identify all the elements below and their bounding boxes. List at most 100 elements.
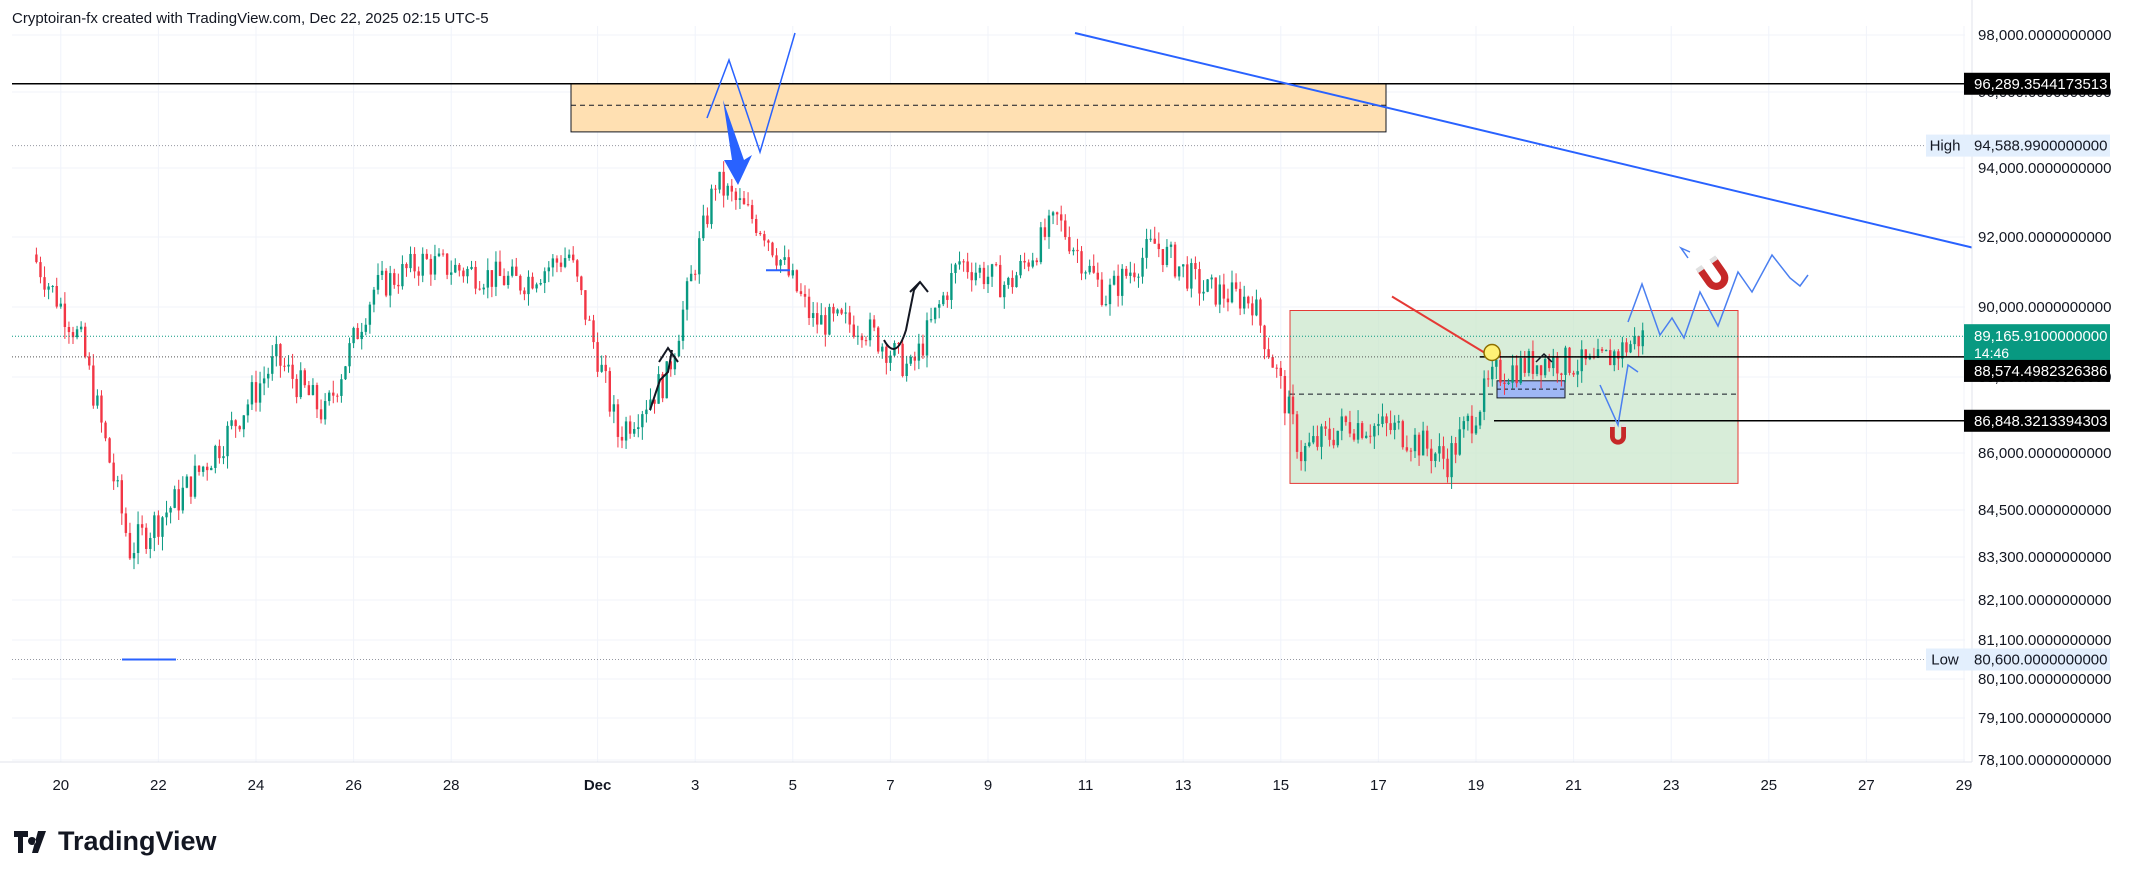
candle-body <box>1515 365 1518 384</box>
candle-body <box>1194 263 1197 270</box>
candle-body <box>962 261 965 263</box>
candle-body <box>482 287 485 290</box>
candle-body <box>210 467 213 471</box>
candle-body <box>165 512 168 518</box>
candle-body <box>1377 423 1380 426</box>
candle-body <box>1226 298 1230 303</box>
candle-body <box>1263 325 1266 350</box>
candle-body <box>905 363 908 377</box>
x-axis: 20 22 24 26 28 Dec 3 5 7 9 11 13 15 17 19 21 23 25 27 29 <box>0 761 1972 794</box>
candle-body <box>1295 414 1299 452</box>
candle-body <box>628 421 632 434</box>
candle-body <box>478 288 481 290</box>
candle-body <box>722 171 725 196</box>
candle-body <box>645 409 648 415</box>
candle-body <box>901 343 904 377</box>
candle-body <box>1076 249 1079 252</box>
low-tag <box>1926 648 1964 671</box>
candle-body <box>1234 282 1238 289</box>
candle-body <box>515 266 518 276</box>
candle-body <box>1548 358 1551 369</box>
candle-body <box>315 385 319 410</box>
y-tick-label: 78,100.0000000000 <box>1978 752 2111 769</box>
candle-body <box>885 346 888 363</box>
candle-body <box>336 395 339 397</box>
candle-body <box>1572 372 1575 375</box>
candle-body <box>1255 299 1258 316</box>
tradingview-logo-icon <box>14 830 46 853</box>
candle-body <box>1015 275 1018 288</box>
candle-body <box>112 462 115 482</box>
candle-body <box>1482 378 1486 412</box>
candle-body <box>1523 358 1526 373</box>
candle-body <box>1360 423 1364 438</box>
candle-body <box>1230 282 1234 303</box>
candle-body <box>368 304 372 325</box>
current-price-badge <box>1964 324 2110 363</box>
candle-body <box>1393 422 1396 431</box>
tradingview-logo[interactable]: TradingView <box>14 826 217 857</box>
candle-body <box>572 254 575 261</box>
candle-body <box>250 382 254 405</box>
candle-body <box>799 291 803 294</box>
candle-body <box>592 320 595 343</box>
candle-body <box>1149 238 1152 240</box>
candle-body <box>677 340 681 357</box>
candle-body <box>498 261 502 276</box>
candle-body <box>1080 251 1083 274</box>
candle-body <box>889 355 892 363</box>
candle-body <box>254 382 258 403</box>
candle-body <box>230 420 233 426</box>
candle-body <box>1466 415 1470 422</box>
candle-body <box>458 264 461 271</box>
candle-body <box>1173 244 1177 277</box>
candle-body <box>551 258 555 268</box>
candle-body <box>96 395 99 406</box>
candle-body <box>730 185 733 192</box>
candle-body <box>1340 416 1343 431</box>
y-tick-label: 84,500.0000000000 <box>1978 502 2111 519</box>
candle-body <box>421 253 424 276</box>
candle-body <box>1165 246 1169 265</box>
candle-body <box>978 267 982 273</box>
candle-body <box>462 270 465 277</box>
candle-body <box>51 285 54 287</box>
range-trendline <box>1391 295 1491 357</box>
candle-body <box>864 340 868 342</box>
candle-body <box>950 273 953 300</box>
candle-body <box>1381 416 1384 424</box>
candle-body <box>136 524 140 554</box>
candle-body <box>726 185 729 196</box>
candle-body <box>1222 284 1226 299</box>
candle-body <box>1275 367 1278 369</box>
candle-body <box>600 364 603 372</box>
candle-body <box>612 404 616 412</box>
candle-body <box>1491 366 1494 380</box>
candle-body <box>1145 239 1148 258</box>
candle-body <box>1426 430 1429 449</box>
candle-body <box>665 361 668 399</box>
high-tag <box>1926 134 1964 157</box>
y-tick-label: 86,000.0000000000 <box>1978 445 2111 462</box>
candle-body <box>1458 429 1461 455</box>
descending-trendline <box>1074 32 1973 249</box>
candle-body <box>502 275 506 285</box>
candle-body <box>1434 453 1437 462</box>
candle-body <box>1348 422 1352 434</box>
x-tick-label: 15 <box>1272 777 1289 794</box>
candle-body <box>1007 277 1010 285</box>
magnet-icon-bottom-tip-right <box>1621 423 1626 427</box>
candle-body <box>1328 428 1331 440</box>
candle-body <box>271 356 274 374</box>
candle-body <box>1023 260 1026 263</box>
candle-body <box>775 255 778 266</box>
candle-body <box>1629 344 1632 353</box>
candle-body <box>877 327 880 352</box>
candle-body <box>1039 227 1043 263</box>
projection-path-right <box>1627 253 1809 340</box>
candle-body <box>856 335 860 337</box>
candle-body <box>779 260 782 266</box>
candle-body <box>543 271 546 284</box>
candle-body <box>153 515 156 538</box>
